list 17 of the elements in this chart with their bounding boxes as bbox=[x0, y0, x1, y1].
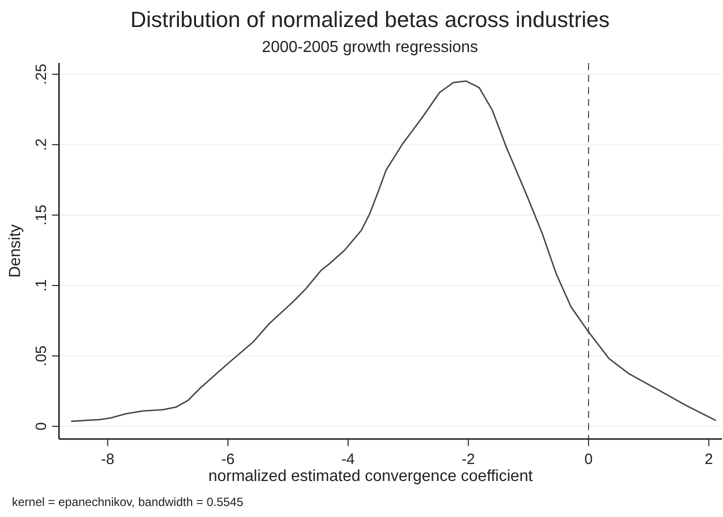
x-tick-label: -8 bbox=[101, 451, 114, 468]
y-tick-label: .25 bbox=[33, 64, 50, 85]
chart-title: Distribution of normalized betas across industries bbox=[130, 7, 610, 32]
x-tick-label: 2 bbox=[704, 451, 713, 468]
x-tick-label: 0 bbox=[584, 451, 593, 468]
y-tick-label: 0 bbox=[33, 422, 50, 430]
chart-subtitle: 2000-2005 growth regressions bbox=[262, 39, 478, 56]
y-axis-title: Density bbox=[7, 224, 24, 278]
text: kernel = epanechnikov, bandwidth = 0.5545 bbox=[12, 495, 244, 509]
x-tick-label: -4 bbox=[341, 451, 355, 468]
y-tick-label: .1 bbox=[33, 279, 50, 292]
x-tick-label: -6 bbox=[221, 451, 235, 468]
y-tick-label: .2 bbox=[33, 138, 50, 151]
y-tick-label: .05 bbox=[33, 345, 50, 366]
x-tick-label: -2 bbox=[462, 451, 476, 468]
x-axis-title: normalized estimated convergence coefficient bbox=[208, 468, 534, 485]
y-tick-label: .15 bbox=[33, 204, 50, 226]
